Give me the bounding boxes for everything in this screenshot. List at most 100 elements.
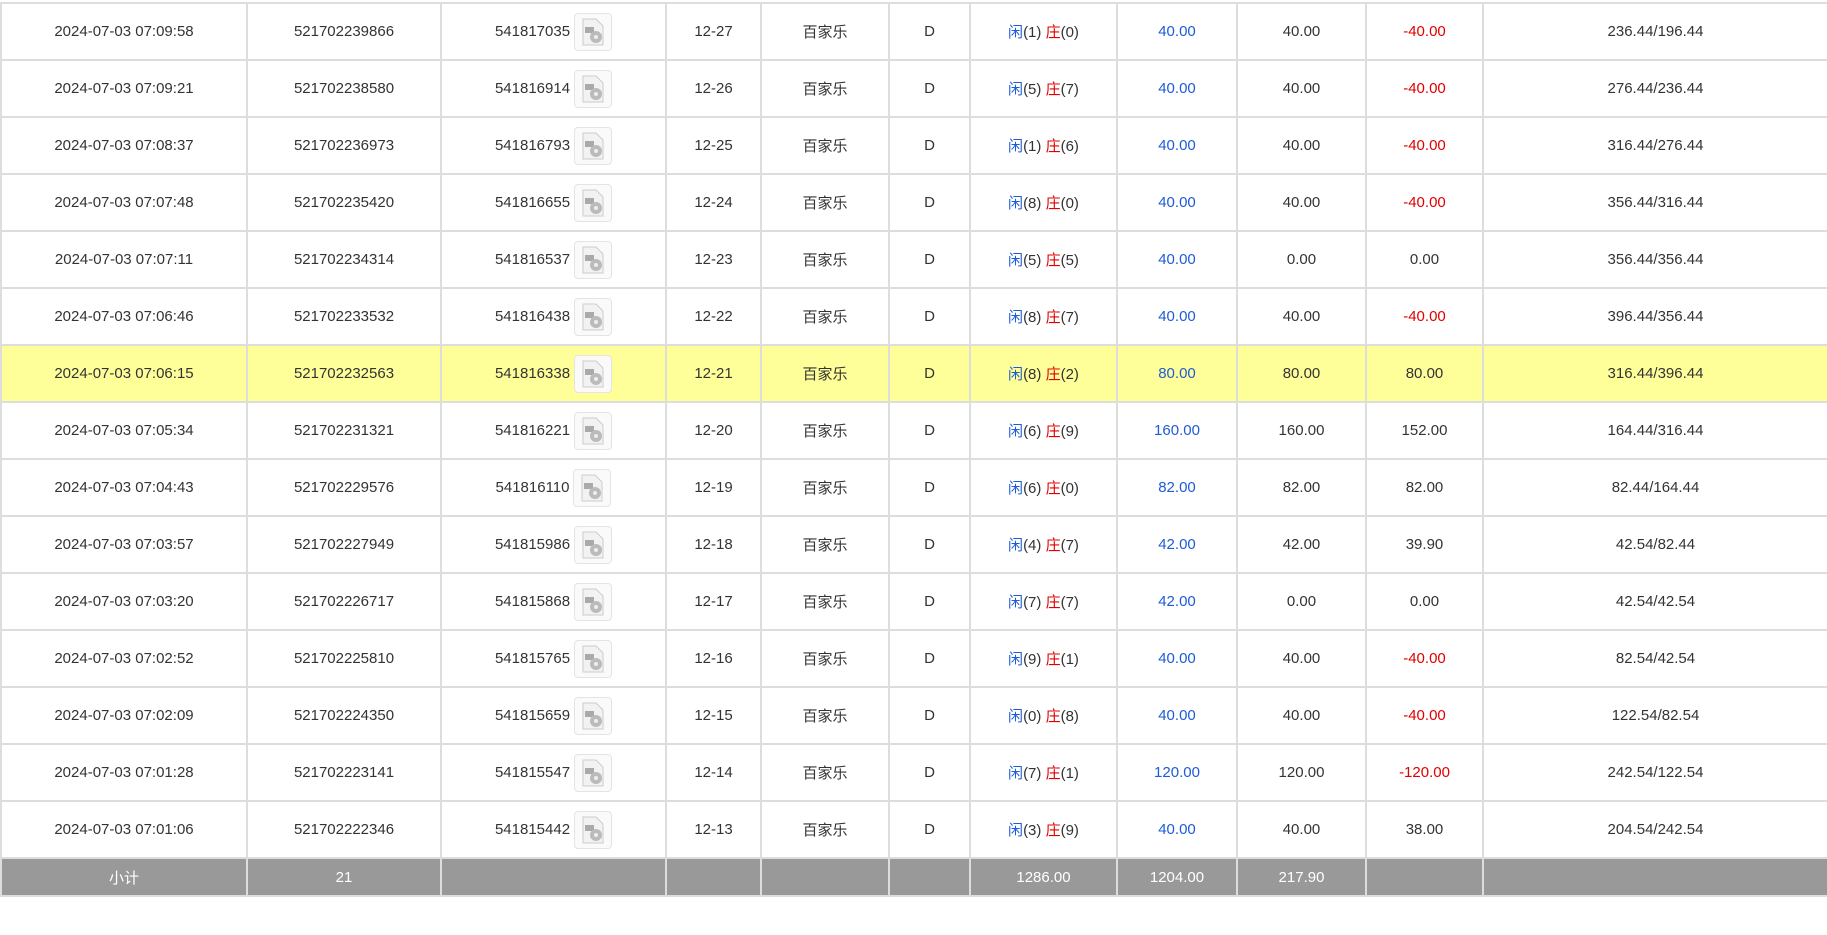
round-number: 541816221 xyxy=(494,421,571,439)
video-replay-icon[interactable] xyxy=(574,12,613,51)
bet-amount: 40.00 xyxy=(1116,173,1238,232)
bet-amount: 40.00 xyxy=(1116,230,1238,289)
valid-bet: 160.00 xyxy=(1236,401,1367,460)
round-number: 541816914 xyxy=(494,79,571,97)
shoe-round: 12-13 xyxy=(665,800,762,859)
round-number: 541815547 xyxy=(494,763,571,781)
video-replay-icon[interactable] xyxy=(573,468,612,507)
banker-points: (9) xyxy=(1060,423,1079,440)
video-replay-icon[interactable] xyxy=(574,240,613,279)
banker-label: 庄 xyxy=(1045,366,1061,383)
win-loss: 80.00 xyxy=(1365,344,1484,403)
banker-points: (7) xyxy=(1060,81,1079,98)
win-loss: -40.00 xyxy=(1365,173,1484,232)
empty-cell xyxy=(665,857,762,897)
result-cell: 闲(5) 庄(5) xyxy=(969,230,1118,289)
round-cell: 541816110 xyxy=(440,458,667,517)
player-label: 闲 xyxy=(1008,138,1024,155)
table-row: 2024-07-03 07:06:46 521702233532 541816438… xyxy=(0,287,1827,346)
round-cell: 541815659 xyxy=(440,686,667,745)
bet-time: 2024-07-03 07:09:21 xyxy=(0,59,248,118)
round-number: 541816793 xyxy=(494,136,571,154)
valid-bet: 40.00 xyxy=(1236,629,1367,688)
banker-points: (2) xyxy=(1060,366,1079,383)
bet-amount: 160.00 xyxy=(1116,401,1238,460)
order-number: 521702235420 xyxy=(246,173,442,232)
bet-amount: 80.00 xyxy=(1116,344,1238,403)
table-row: 2024-07-03 07:03:57 521702227949 541815986… xyxy=(0,515,1827,574)
balance-change: 356.44/316.44 xyxy=(1482,173,1827,232)
shoe-round: 12-20 xyxy=(665,401,762,460)
video-replay-icon[interactable] xyxy=(574,297,613,336)
round-cell: 541815547 xyxy=(440,743,667,802)
table-id: D xyxy=(888,629,971,688)
table-row: 2024-07-03 07:02:52 521702225810 541815765… xyxy=(0,629,1827,688)
game-type: 百家乐 xyxy=(760,629,890,688)
video-replay-icon[interactable] xyxy=(574,69,613,108)
balance-change: 204.54/242.54 xyxy=(1482,800,1827,859)
valid-bet: 80.00 xyxy=(1236,344,1367,403)
subtotal-count: 21 xyxy=(246,857,442,897)
bet-time: 2024-07-03 07:06:15 xyxy=(0,344,248,403)
banker-points: (7) xyxy=(1060,309,1079,326)
banker-points: (8) xyxy=(1060,708,1079,725)
valid-bet: 0.00 xyxy=(1236,230,1367,289)
video-replay-icon[interactable] xyxy=(574,753,613,792)
game-type: 百家乐 xyxy=(760,287,890,346)
bet-time: 2024-07-03 07:03:57 xyxy=(0,515,248,574)
banker-label: 庄 xyxy=(1045,765,1061,782)
valid-bet: 40.00 xyxy=(1236,686,1367,745)
video-replay-icon[interactable] xyxy=(574,126,613,165)
order-number: 521702222346 xyxy=(246,800,442,859)
player-label: 闲 xyxy=(1008,480,1024,497)
round-number: 541816110 xyxy=(495,478,570,496)
round-cell: 541816655 xyxy=(440,173,667,232)
result-cell: 闲(7) 庄(7) xyxy=(969,572,1118,631)
order-number: 521702229576 xyxy=(246,458,442,517)
video-replay-icon[interactable] xyxy=(574,525,613,564)
player-points: (1) xyxy=(1023,138,1042,155)
bet-time: 2024-07-03 07:01:06 xyxy=(0,800,248,859)
bet-time: 2024-07-03 07:03:20 xyxy=(0,572,248,631)
shoe-round: 12-26 xyxy=(665,59,762,118)
player-label: 闲 xyxy=(1008,252,1024,269)
balance-change: 122.54/82.54 xyxy=(1482,686,1827,745)
round-cell: 541816914 xyxy=(440,59,667,118)
result-cell: 闲(6) 庄(0) xyxy=(969,458,1118,517)
bet-amount: 42.00 xyxy=(1116,572,1238,631)
table-id: D xyxy=(888,800,971,859)
balance-change: 276.44/236.44 xyxy=(1482,59,1827,118)
video-replay-icon[interactable] xyxy=(574,639,613,678)
result-cell: 闲(5) 庄(7) xyxy=(969,59,1118,118)
win-loss: 38.00 xyxy=(1365,800,1484,859)
balance-change: 356.44/356.44 xyxy=(1482,230,1827,289)
bet-time: 2024-07-03 07:02:09 xyxy=(0,686,248,745)
table-row: 2024-07-03 07:09:21 521702238580 541816914… xyxy=(0,59,1827,118)
balance-change: 42.54/82.44 xyxy=(1482,515,1827,574)
bet-time: 2024-07-03 07:05:34 xyxy=(0,401,248,460)
valid-bet: 40.00 xyxy=(1236,287,1367,346)
bet-time: 2024-07-03 07:01:28 xyxy=(0,743,248,802)
banker-points: (7) xyxy=(1060,537,1079,554)
result-cell: 闲(1) 庄(6) xyxy=(969,116,1118,175)
video-replay-icon[interactable] xyxy=(574,183,613,222)
bet-time: 2024-07-03 07:06:46 xyxy=(0,287,248,346)
result-cell: 闲(6) 庄(9) xyxy=(969,401,1118,460)
order-number: 521702224350 xyxy=(246,686,442,745)
order-number: 521702239866 xyxy=(246,2,442,61)
player-label: 闲 xyxy=(1008,195,1024,212)
win-loss: -120.00 xyxy=(1365,743,1484,802)
video-replay-icon[interactable] xyxy=(574,354,613,393)
round-number: 541815986 xyxy=(494,535,571,553)
video-replay-icon[interactable] xyxy=(574,696,613,735)
video-replay-icon[interactable] xyxy=(574,582,613,621)
valid-bet: 82.00 xyxy=(1236,458,1367,517)
player-label: 闲 xyxy=(1008,822,1024,839)
empty-cell xyxy=(760,857,890,897)
video-replay-icon[interactable] xyxy=(574,810,613,849)
video-replay-icon[interactable] xyxy=(574,411,613,450)
round-number: 541817035 xyxy=(494,22,571,40)
shoe-round: 12-21 xyxy=(665,344,762,403)
table-id: D xyxy=(888,458,971,517)
player-label: 闲 xyxy=(1008,366,1024,383)
